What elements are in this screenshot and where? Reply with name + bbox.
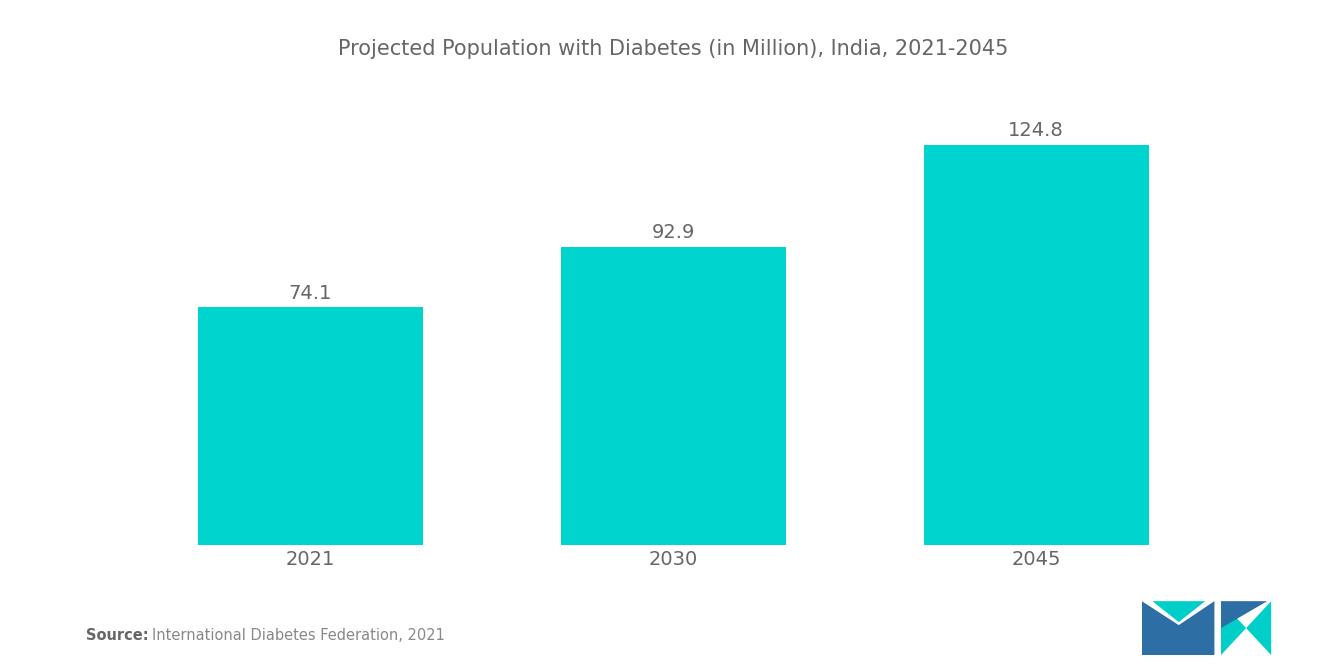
Text: Source:: Source: [86,628,148,642]
Text: 124.8: 124.8 [1008,121,1064,140]
Text: 74.1: 74.1 [289,283,331,303]
Text: 92.9: 92.9 [652,223,694,242]
Text: International Diabetes Federation, 2021: International Diabetes Federation, 2021 [152,628,445,642]
Bar [924,145,1148,545]
Polygon shape [1221,601,1271,655]
Polygon shape [1152,601,1205,622]
Bar [198,307,422,545]
Polygon shape [1142,601,1214,655]
Title: Projected Population with Diabetes (in Million), India, 2021-2045: Projected Population with Diabetes (in M… [338,39,1008,59]
Polygon shape [1221,601,1267,628]
Bar [561,247,785,545]
